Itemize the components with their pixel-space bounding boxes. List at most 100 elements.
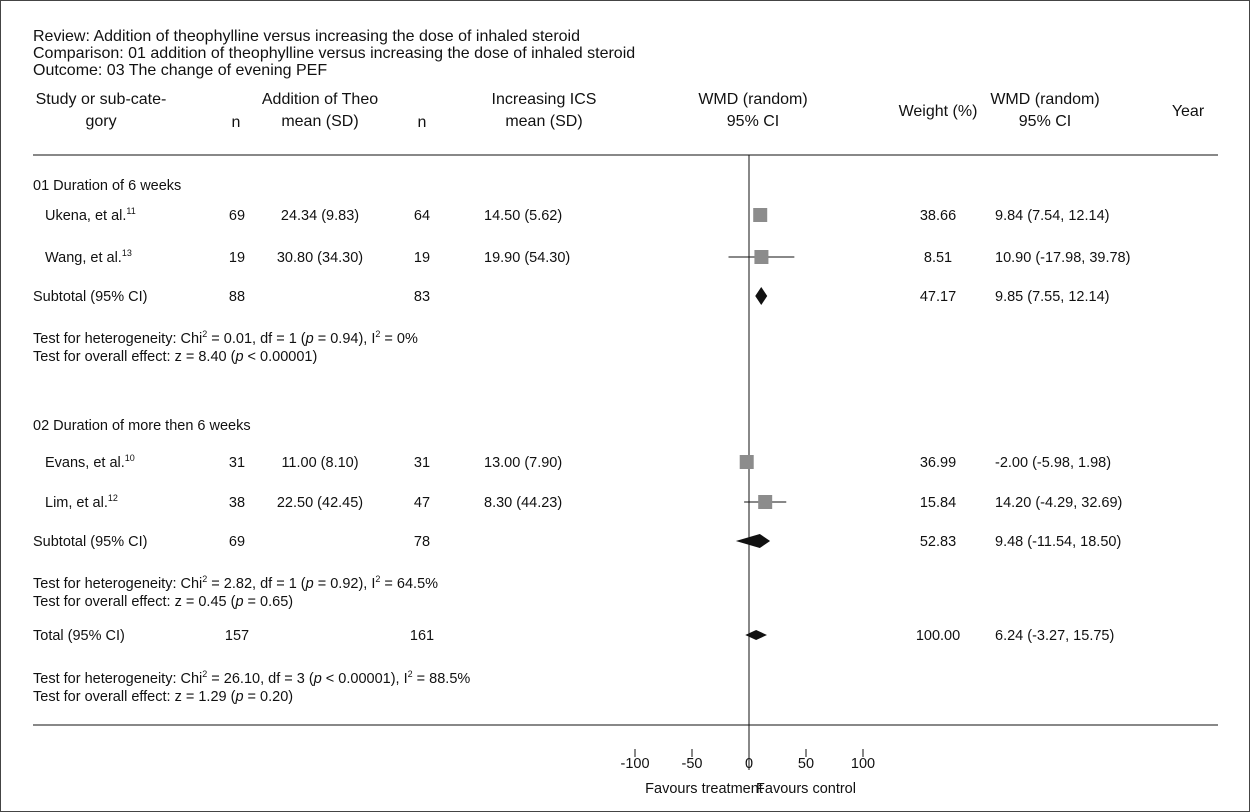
axis-tick-label: -100 [620, 756, 649, 772]
group-title: 01 Duration of 6 weeks [33, 178, 181, 194]
subtotal-weight: 52.83 [920, 534, 956, 550]
group1-mean-sd: 24.34 (9.83) [281, 208, 359, 224]
header-group1: Addition of Theo [262, 91, 378, 108]
header-study: gory [85, 113, 116, 130]
heterogeneity-test: Test for heterogeneity: Chi 2 = 2.82, df … [33, 574, 438, 592]
review-line: Comparison: 01 addition of theophylline … [33, 45, 635, 62]
ci-text: 9.84 (7.54, 12.14) [995, 208, 1109, 224]
heterogeneity-test-part: 2 [202, 329, 207, 339]
axis-tick-label: 0 [745, 756, 753, 772]
heterogeneity-test: Test for heterogeneity: Chi2 = 26.10, df… [33, 669, 470, 687]
overall-effect-test: Test for overall effect: z = 1.29 (p = 0… [33, 689, 293, 705]
study-name-text: Wang, et al. [45, 250, 122, 266]
header-ci: WMD (random) [990, 91, 1099, 108]
heterogeneity-test-part: 2 [202, 669, 207, 679]
group1-mean-sd: 22.50 (42.45) [277, 495, 363, 511]
heterogeneity-test-part: < 0.00001), I [322, 671, 408, 687]
subtotal-n1: 69 [229, 534, 245, 550]
n2-value: 19 [414, 250, 430, 266]
heterogeneity-test-part: = 0.92), I [314, 576, 376, 592]
review-line: Outcome: 03 The change of evening PEF [33, 62, 327, 79]
overall-effect-test-part: Test for overall effect: z = 1.29 ( [33, 689, 236, 705]
study-ref: 11 [126, 206, 135, 216]
n2-value: 64 [414, 208, 430, 224]
favours-right-label: Favours control [756, 781, 856, 797]
subtotal-n2: 161 [410, 628, 434, 644]
heterogeneity-test-part: Test for heterogeneity: Chi [33, 671, 202, 687]
subtotal-label: Total (95% CI) [33, 628, 125, 644]
heterogeneity-test-part: Test for heterogeneity: Chi [33, 331, 202, 347]
subtotal-label: Subtotal (95% CI) [33, 534, 147, 550]
overall-effect-test: Test for overall effect: z = 8.40 (p < 0… [33, 349, 317, 365]
heterogeneity-test-part: 2 [375, 329, 380, 339]
study-name: Wang, et al.13 [45, 248, 132, 266]
subtotal-n2: 78 [414, 534, 430, 550]
overall-effect-test-part: = 0.20) [244, 689, 294, 705]
heterogeneity-test-part: p [313, 671, 322, 687]
overall-effect-test-part: < 0.00001) [244, 349, 318, 365]
overall-effect-test-part: p [234, 349, 243, 365]
header-weight: Weight (%) [899, 103, 978, 120]
study-ref: 10 [125, 453, 135, 463]
subtotal-label: Subtotal (95% CI) [33, 289, 147, 305]
header-n2: n [418, 114, 427, 131]
ci-text: 10.90 (-17.98, 39.78) [995, 250, 1130, 266]
heterogeneity-test-part: = 64.5% [380, 576, 438, 592]
study-ref: 13 [122, 248, 132, 258]
n2-value: 47 [414, 495, 430, 511]
heterogeneity-test-part: = 88.5% [413, 671, 471, 687]
review-line: Review: Addition of theophylline versus … [33, 28, 580, 45]
group2-mean-sd: 14.50 (5.62) [484, 208, 562, 224]
axis-tick-label: 100 [851, 756, 875, 772]
heterogeneity-test-part: p [305, 576, 314, 592]
total-diamond [745, 630, 767, 640]
effect-square [739, 455, 754, 469]
effect-square [754, 250, 769, 264]
effect-square [758, 495, 773, 509]
subtotal-n1: 88 [229, 289, 245, 305]
header-ci: 95% CI [1019, 113, 1071, 130]
group-title: 02 Duration of more then 6 weeks [33, 418, 251, 434]
subtotal-ci-text: 6.24 (-3.27, 15.75) [995, 628, 1114, 644]
n2-value: 31 [414, 455, 430, 471]
heterogeneity-test-part: = 0% [380, 331, 418, 347]
overall-effect-test-part: Test for overall effect: z = 8.40 ( [33, 349, 236, 365]
n1-value: 31 [229, 455, 245, 471]
study-name: Evans, et al.10 [45, 453, 135, 471]
heterogeneity-test-part: = 26.10, df = 3 ( [207, 671, 314, 687]
subtotal-weight: 47.17 [920, 289, 956, 305]
n1-value: 69 [229, 208, 245, 224]
group2-mean-sd: 13.00 (7.90) [484, 455, 562, 471]
weight-value: 36.99 [920, 455, 956, 471]
subtotal-n1: 157 [225, 628, 249, 644]
header-year: Year [1172, 103, 1205, 120]
n1-value: 19 [229, 250, 245, 266]
header-group2: Increasing ICS [492, 91, 597, 108]
axis-tick-label: 50 [798, 756, 814, 772]
heterogeneity-test-part: = 0.01, df = 1 ( [207, 331, 306, 347]
weight-value: 15.84 [920, 495, 956, 511]
overall-effect-test-part: = 0.65) [244, 594, 294, 610]
header-study: Study or sub-cate- [36, 91, 167, 108]
ci-text: 14.20 (-4.29, 32.69) [995, 495, 1122, 511]
subtotal-weight: 100.00 [916, 628, 960, 644]
heterogeneity-test-part: Test for heterogeneity: Chi [33, 576, 202, 592]
header-n1: n [232, 114, 241, 131]
overall-effect-test-part: p [234, 594, 243, 610]
weight-value: 38.66 [920, 208, 956, 224]
overall-effect-test-part: Test for overall effect: z = 0.45 ( [33, 594, 236, 610]
heterogeneity-test: Test for heterogeneity: Chi2 = 0.01, df … [33, 329, 418, 347]
ci-text: -2.00 (-5.98, 1.98) [995, 455, 1111, 471]
subtotal-ci-text: 9.48 (-11.54, 18.50) [995, 534, 1121, 550]
heterogeneity-test-part: = 2.82, df = 1 ( [207, 576, 306, 592]
heterogeneity-test-part: = 0.94), I [314, 331, 376, 347]
group1-mean-sd: 30.80 (34.30) [277, 250, 363, 266]
axis-tick-label: -50 [682, 756, 703, 772]
header-group1: mean (SD) [281, 113, 358, 130]
heterogeneity-test-part: 2 [375, 574, 380, 584]
group2-mean-sd: 19.90 (54.30) [484, 250, 570, 266]
study-name-text: Evans, et al. [45, 455, 125, 471]
subtotal-diamond [735, 534, 771, 548]
heterogeneity-test-part: p [305, 331, 314, 347]
